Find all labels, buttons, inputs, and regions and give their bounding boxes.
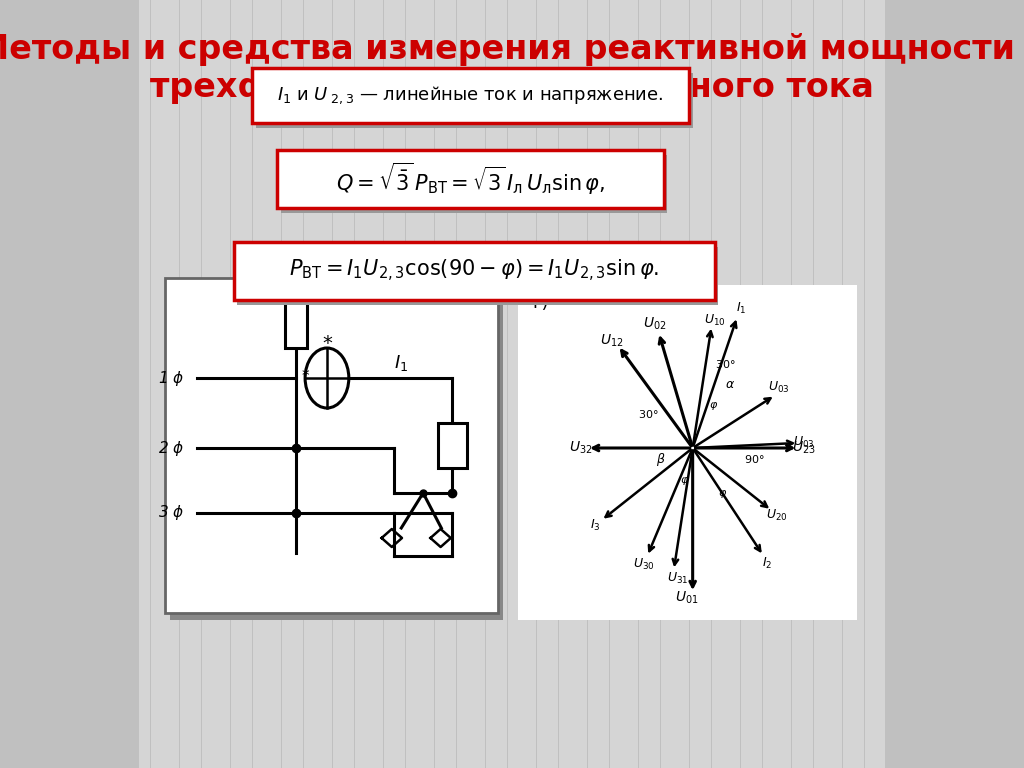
- Text: $\varphi$: $\varphi$: [709, 400, 718, 412]
- Text: $P_{\rm BT} = I_1 U_{2,3} \cos(90 - \varphi) = I_1 U_{2,3} \sin\varphi.$: $P_{\rm BT} = I_1 U_{2,3} \cos(90 - \var…: [289, 258, 659, 284]
- Bar: [285, 298, 306, 348]
- Text: $U_{31}$: $U_{31}$: [667, 571, 688, 586]
- Text: $30°$: $30°$: [715, 358, 735, 370]
- Text: $\alpha$: $\alpha$: [725, 378, 735, 391]
- Circle shape: [305, 348, 349, 408]
- Text: $U_{30}$: $U_{30}$: [633, 557, 654, 572]
- Text: $U_{02}$: $U_{02}$: [643, 316, 667, 333]
- Bar: [256, 73, 692, 128]
- Text: 2 $\phi$: 2 $\phi$: [158, 439, 184, 458]
- Text: 1 $\phi$: 1 $\phi$: [158, 369, 184, 388]
- Text: $U_{20}$: $U_{20}$: [767, 508, 788, 523]
- Text: $U_{23}$: $U_{23}$: [793, 440, 816, 456]
- Text: $I_2$: $I_2$: [762, 556, 772, 571]
- Text: $U_{32}$: $U_{32}$: [569, 440, 593, 456]
- Text: трехфазных цепях переменного тока: трехфазных цепях переменного тока: [151, 71, 873, 104]
- Bar: [170, 285, 503, 620]
- Text: $90°$: $90°$: [743, 453, 764, 465]
- Bar: [252, 68, 689, 123]
- Text: г): г): [532, 294, 549, 312]
- Bar: [233, 242, 715, 300]
- Text: $Q = \sqrt{\bar{3}}\,P_{\rm BT} = \sqrt{3}\,I_{\rm л}\,U_{\rm л}\sin\varphi,$: $Q = \sqrt{\bar{3}}\,P_{\rm BT} = \sqrt{…: [336, 161, 605, 197]
- Bar: [165, 278, 498, 613]
- Text: $I_3$: $I_3$: [590, 518, 601, 533]
- Text: $U_{03}$: $U_{03}$: [768, 379, 790, 395]
- Text: $I_1$: $I_1$: [735, 301, 746, 316]
- Text: $U_{10}$: $U_{10}$: [705, 313, 726, 328]
- Text: 3 $\phi$: 3 $\phi$: [158, 504, 184, 522]
- Text: $U_{12}$: $U_{12}$: [600, 333, 624, 349]
- Text: $I_1$: $I_1$: [394, 353, 409, 373]
- Text: $\varphi$: $\varphi$: [680, 475, 689, 487]
- Text: Методы и средства измерения реактивной мощности в: Методы и средства измерения реактивной м…: [0, 34, 1024, 67]
- Bar: [518, 285, 857, 620]
- Bar: [281, 155, 668, 213]
- Text: *: *: [301, 369, 309, 383]
- Bar: [437, 423, 467, 468]
- Text: $I_1$ и $U_{\;2,3}$ — линейные ток и напряжение.: $I_1$ и $U_{\;2,3}$ — линейные ток и нап…: [278, 84, 664, 106]
- Text: $30°$: $30°$: [638, 408, 658, 420]
- Text: $U_{01}$: $U_{01}$: [675, 590, 698, 606]
- Text: *: *: [322, 333, 332, 353]
- Text: $U_{03}$: $U_{03}$: [794, 435, 815, 451]
- Bar: [278, 150, 664, 208]
- Text: $\varphi$: $\varphi$: [718, 488, 727, 500]
- Text: $\beta$: $\beta$: [656, 451, 666, 468]
- Bar: [238, 247, 718, 305]
